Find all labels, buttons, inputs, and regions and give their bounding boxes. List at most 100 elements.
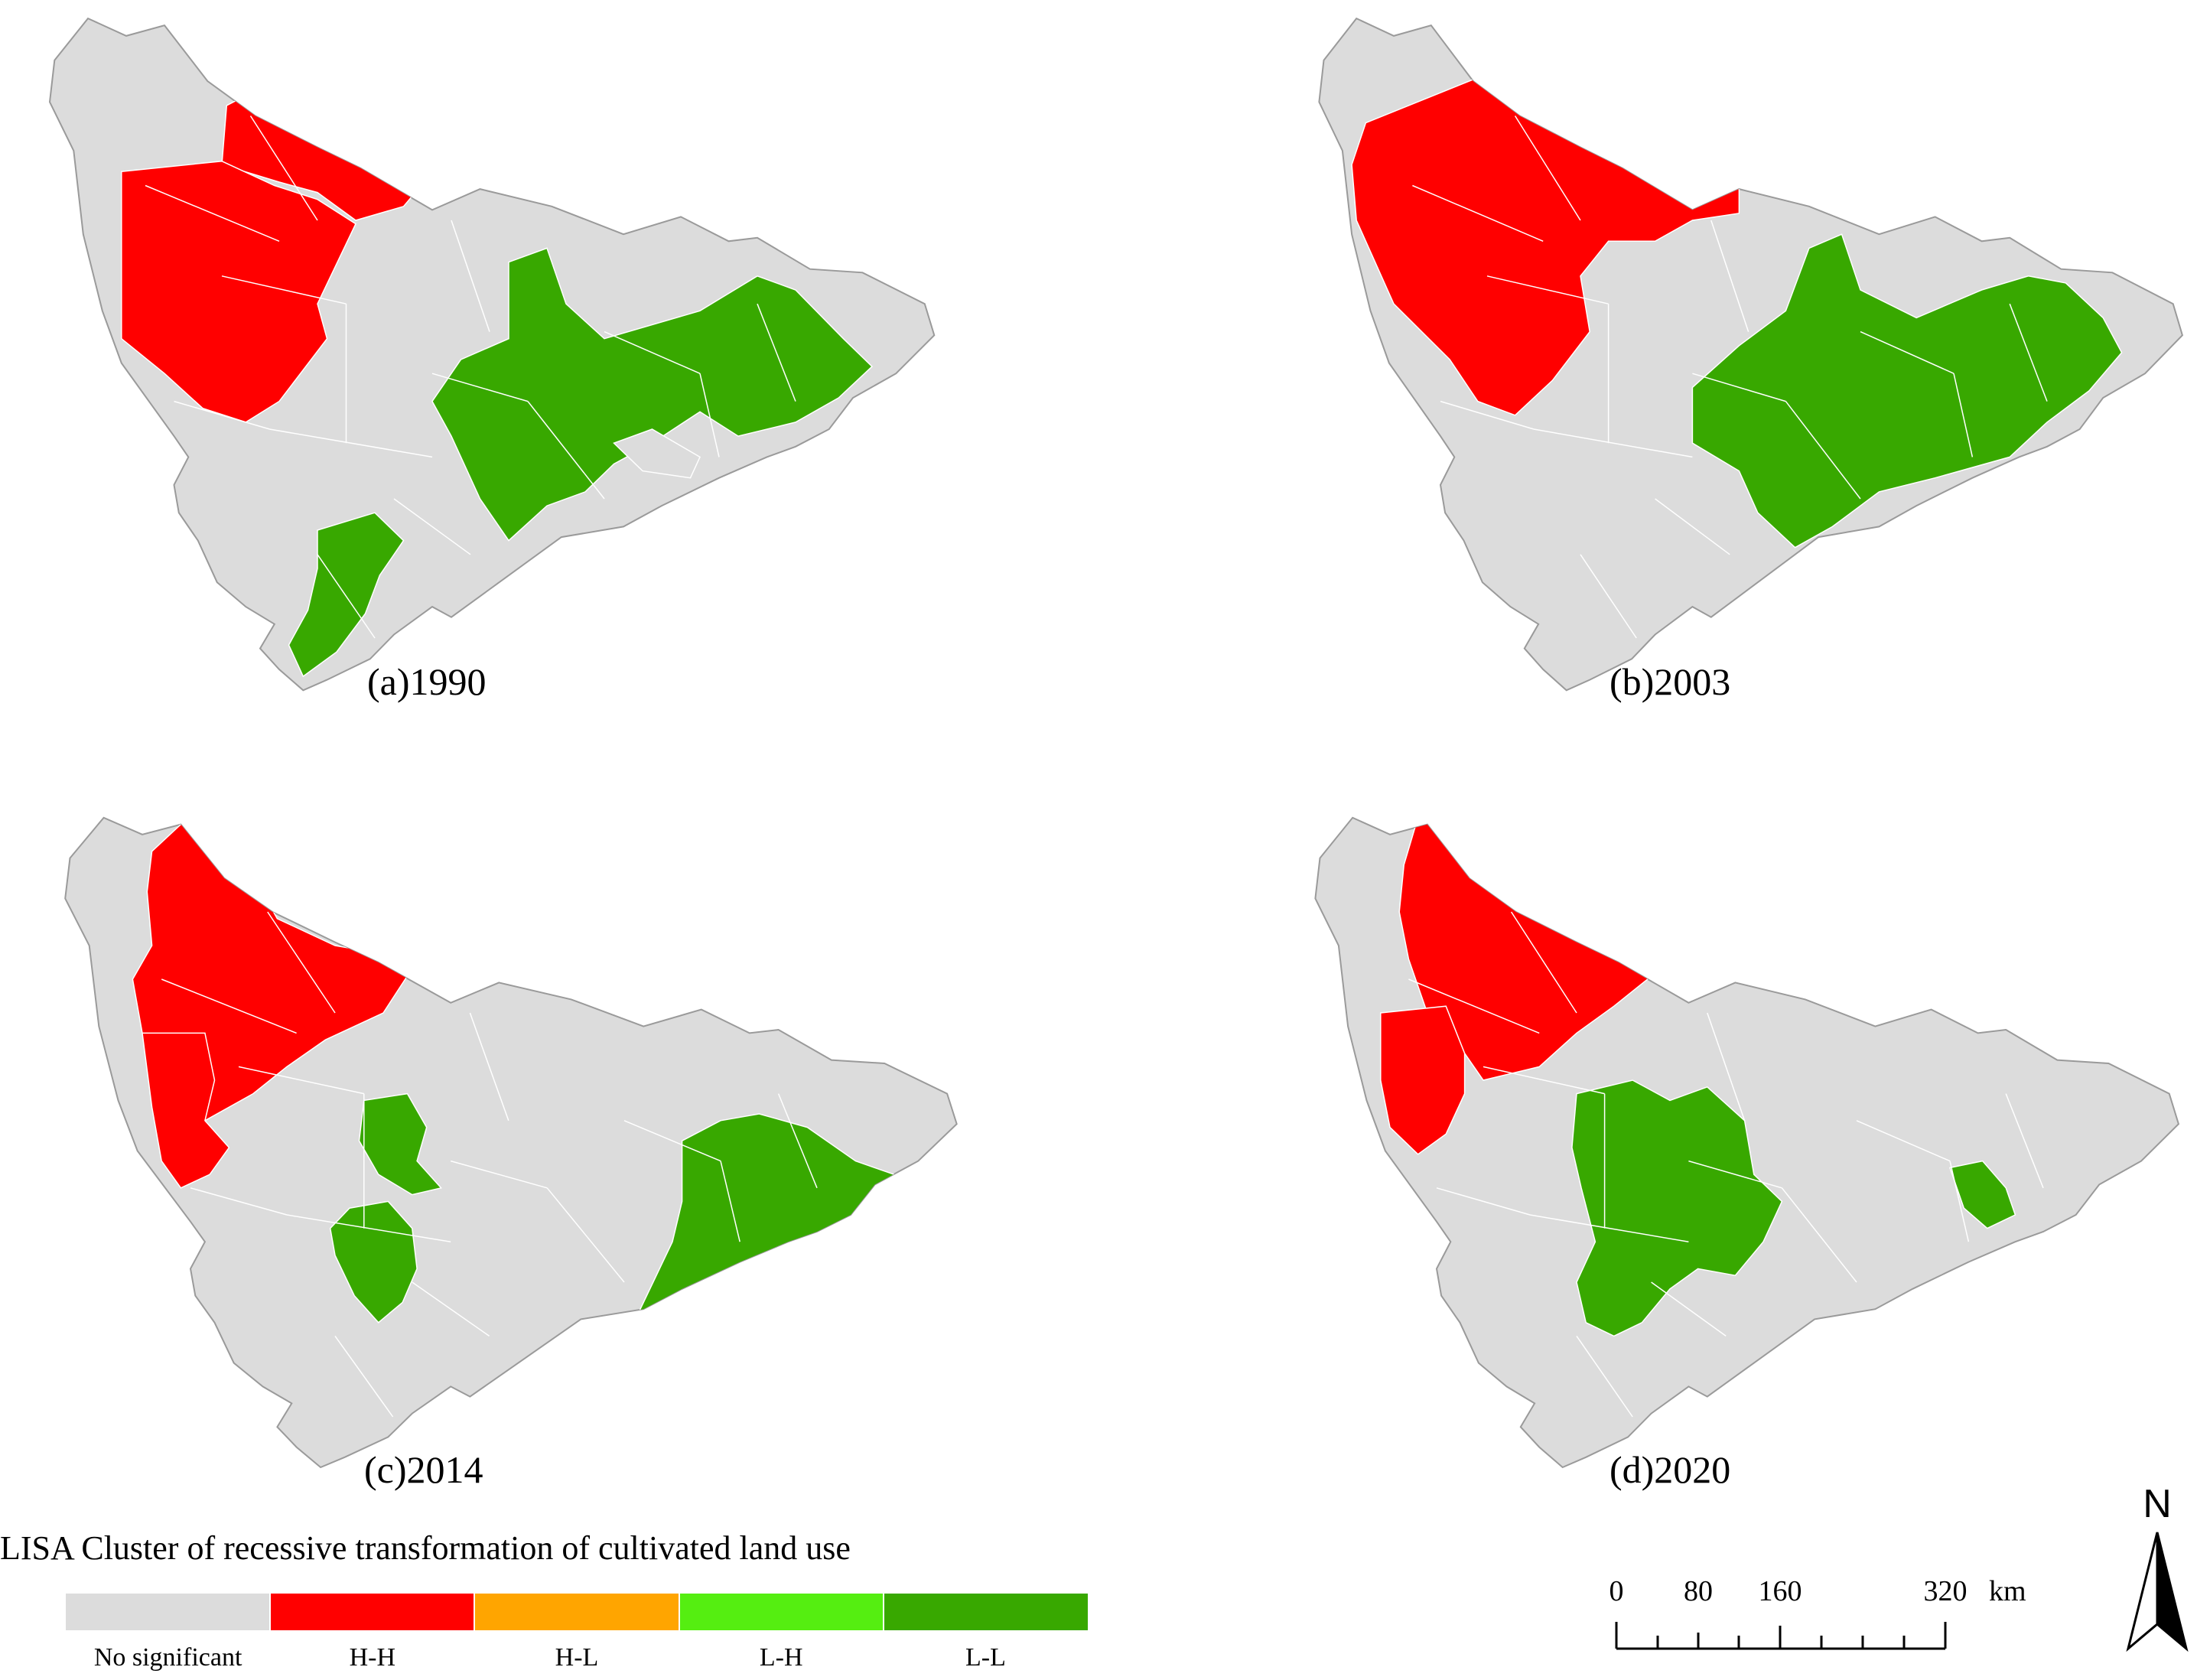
scale-ruler [1615,1622,1947,1650]
district-boundary [2005,1093,2044,1189]
ll-region-east [1949,1160,2016,1229]
hh-region-southwest [142,1032,230,1189]
district-boundary [431,373,529,402]
district-boundary [699,373,720,457]
district-boundary [527,401,605,500]
district-boundary [161,978,297,1034]
ll-region-small-north [358,1092,443,1196]
district-boundary [1533,428,1693,458]
panel-label: (c)2014 [364,1448,483,1491]
legend-swatch-hh [270,1594,476,1630]
district-boundary [1408,978,1540,1034]
scale-unit-label: km [1989,1575,2026,1607]
legend-title: LISA Cluster of recessive transformation… [0,1529,851,1567]
district-boundary [317,554,376,639]
district-boundary [1949,1161,1970,1242]
district-boundary [1710,220,1749,332]
legend-label-lh: L-H [759,1643,803,1672]
district-boundary [249,116,318,221]
district-boundary [604,330,701,374]
district-boundary [221,275,347,304]
north-arrow: N [2126,1482,2189,1652]
map-panel-2020: (d)2020 [1239,796,2197,1507]
district-boundary [267,911,336,1014]
district-boundary [393,498,471,555]
legend-label-hh: H-H [349,1643,396,1672]
hh-region-southwest [1380,1005,1466,1155]
district-boundary [1655,498,1730,555]
north-arrow-left-half [2126,1532,2159,1652]
district-boundary [546,1187,625,1283]
district-boundary [720,1161,740,1242]
scale-tick-label-80: 80 [1684,1575,1713,1607]
legend-label-ll: L-L [965,1643,1006,1672]
district-boundary [1860,330,1955,374]
district-boundary [334,1335,394,1418]
district-boundary [1953,373,1974,457]
district-boundary [1412,184,1544,242]
north-arrow-label: N [2143,1482,2172,1526]
scale-tick-label-160: 160 [1759,1575,1802,1607]
map-2014 [64,816,958,1469]
legend-labels: No significant H-H H-L L-H L-L [66,1643,1088,1672]
district-boundary [1514,116,1581,221]
map-panel-1990: (a)1990 [0,0,1098,742]
district-boundary [2009,303,2048,402]
ll-region-central [1571,1079,1783,1337]
ll-region-central [431,247,874,542]
map-1990 [48,17,936,692]
district-boundary [757,303,796,402]
scale-tick-label-0: 0 [1610,1575,1624,1607]
district-boundary [1692,373,1786,402]
ns-hole [613,428,701,479]
district-boundary [286,1214,451,1242]
ll-region-small-south [329,1200,418,1323]
map-2003 [1318,17,2184,692]
district-boundary [190,1187,288,1216]
district-boundary [1781,1187,1857,1283]
district-boundary [145,184,280,242]
district-boundary [1529,1214,1689,1242]
district-boundary [1510,911,1577,1014]
scale-bar: 0 80 160 320 km [1610,1575,2026,1650]
district-boundary [269,428,433,458]
district-boundary [469,1012,509,1122]
district-boundary [450,1160,548,1189]
hh-region-west [121,160,356,423]
district-boundary [1785,401,1861,500]
legend-swatch-no-significant [66,1594,271,1630]
map-2020 [1314,816,2180,1469]
district-boundary [174,400,270,430]
district-boundary [1576,1335,1633,1418]
district-boundary [1483,1066,1605,1095]
panel-label: (b)2003 [1610,660,1731,703]
legend-color-bar [66,1594,1088,1630]
district-boundary [777,1093,818,1189]
district-boundary [238,1066,364,1095]
legend-label-hl: H-L [555,1643,599,1672]
district-boundary [1436,1187,1531,1216]
district-boundary [1651,1281,1727,1337]
district-boundary [1486,275,1609,304]
north-arrow-right-half [2156,1532,2189,1652]
district-boundary [1688,1160,1782,1189]
district-boundary [412,1281,490,1337]
map-panel-2014: (c)2014 [0,796,1098,1507]
district-boundary [1707,1012,1746,1122]
ll-region-south [288,512,405,678]
legend-label-no-significant: No significant [93,1643,242,1672]
panel-label: (d)2020 [1610,1448,1731,1491]
scale-tick-label-320: 320 [1924,1575,1968,1607]
district-boundary [1440,400,1535,430]
district-boundary [1580,554,1637,639]
legend-swatch-hl [475,1594,680,1630]
map-panel-2003: (b)2003 [1239,0,2197,742]
district-boundary [451,220,490,332]
legend-swatch-lh [679,1594,885,1630]
legend-swatch-ll [884,1594,1088,1630]
ll-region-east [1691,233,2123,549]
cluster-regions [1380,817,2044,1418]
panel-label: (a)1990 [367,660,487,703]
district-boundary [1856,1120,1951,1162]
district-boundary [623,1120,721,1162]
